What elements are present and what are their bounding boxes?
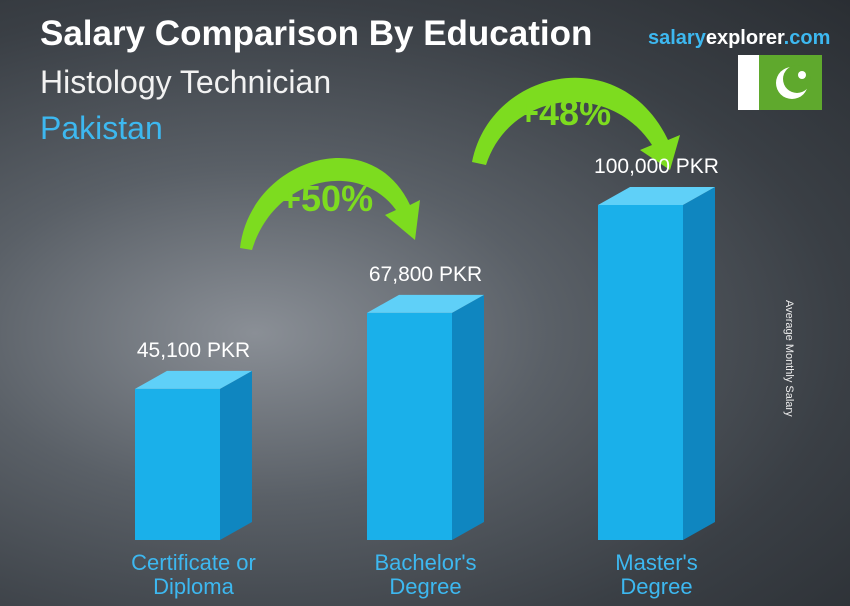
brand-part: salary [648,27,706,49]
annotation: +48% [518,92,612,133]
arrow [240,158,420,250]
country: Pakistan [40,110,163,146]
bar [135,370,252,540]
brand-part: .com [783,27,831,49]
x-tick-label: Master's Degree [615,550,698,599]
bar-top [135,370,252,389]
x-tick-label: Bachelor's Degree [374,550,477,599]
flag [738,55,822,110]
bar-front [135,388,220,540]
arrow [472,77,680,170]
value-label: 67,800 PKR [368,262,483,286]
value-label: 45,100 PKR [136,338,251,362]
bar-top [367,294,484,313]
bar-top [598,187,715,205]
bar-front [598,205,683,540]
bar-side [683,187,715,540]
value-label: 100,000 PKR [594,155,719,178]
crescent-cut [783,65,811,93]
bars [135,187,715,540]
annotation: +50% [280,178,374,219]
y-axis-label: Average Monthly Salary [783,300,795,417]
brand-part: explorer [705,27,784,49]
title: Salary Comparison By Education [40,14,593,53]
subtitle: Histology Technician [40,64,332,100]
bar [367,294,484,540]
bar-side [452,294,484,540]
x-tick-label: Certificate or Diploma [131,550,256,599]
bar-side [220,370,252,540]
brand: salaryexplorer.com [648,27,830,50]
bar [598,187,715,540]
star [798,71,806,79]
bar-front [367,312,452,540]
arrows [240,77,680,250]
